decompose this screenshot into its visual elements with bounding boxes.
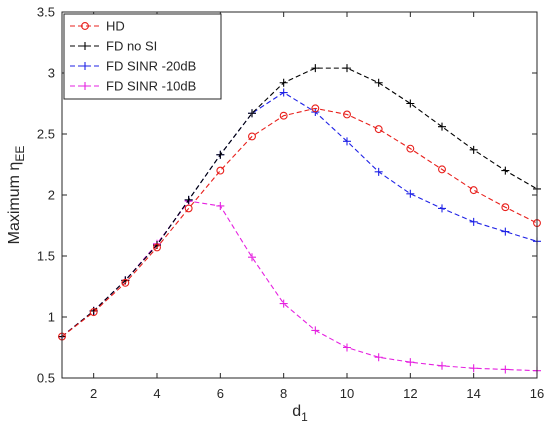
- data-point: [248, 109, 256, 118]
- y-tick-label: 2: [48, 188, 55, 203]
- data-point: [438, 204, 446, 213]
- x-tick-label: 4: [153, 386, 160, 401]
- data-point: [469, 217, 478, 226]
- x-tick-label: 8: [280, 386, 287, 401]
- legend-entry: FD no SI: [70, 39, 157, 54]
- ticks-layer: 2 4 6 8 10 12 14 16 0.5 1 1.5 2 2.5 3 3.5: [37, 5, 544, 402]
- data-point: [343, 110, 351, 119]
- x-tick-label: 10: [340, 386, 354, 401]
- y-tick-label: 2.5: [37, 127, 55, 142]
- legend-entry: FD SINR -20dB: [70, 59, 196, 74]
- legend-swatch-marker: [81, 62, 89, 70]
- legend-label: HD: [106, 19, 125, 34]
- y-tick-label: 1.5: [37, 249, 55, 264]
- legend-entry: HD: [70, 19, 125, 34]
- data-point: [374, 353, 383, 362]
- data-point: [374, 167, 383, 176]
- data-point: [469, 145, 478, 154]
- data-point: [248, 132, 256, 141]
- data-point: [438, 122, 446, 131]
- data-point: [216, 201, 225, 210]
- series-2: [58, 64, 541, 341]
- data-point: [501, 166, 510, 175]
- data-point: [279, 111, 288, 120]
- data-point: [406, 99, 415, 108]
- y-tick-label: 3: [48, 66, 55, 81]
- x-tick-label: 6: [217, 386, 224, 401]
- data-point: [184, 195, 193, 204]
- y-tick-label: 3.5: [37, 5, 55, 20]
- x-tick-label: 12: [403, 386, 417, 401]
- data-point: [343, 137, 351, 146]
- data-point: [438, 361, 446, 370]
- data-point: [216, 150, 225, 159]
- data-point: [121, 278, 130, 287]
- legend-label: FD no SI: [106, 39, 157, 54]
- legend: HD FD no SI FD SINR -20dB FD SINR -10dB: [63, 13, 222, 100]
- y-tick-label: 1: [48, 310, 55, 325]
- data-point: [216, 166, 225, 175]
- series-line: [61, 107, 538, 337]
- legend-entry: FD SINR -10dB: [70, 79, 196, 94]
- legend-swatch-marker: [81, 42, 89, 50]
- y-tick-label: 0.5: [37, 371, 55, 386]
- legend-label: FD SINR -10dB: [106, 79, 196, 94]
- x-axis-label: d1: [292, 403, 308, 424]
- legend-label: FD SINR -20dB: [106, 59, 196, 74]
- y-axis-label: Maximum ηEE: [6, 146, 27, 245]
- data-point: [311, 326, 320, 335]
- data-point: [248, 253, 256, 262]
- data-point: [501, 227, 510, 236]
- data-point: [469, 186, 478, 195]
- data-point: [184, 204, 193, 213]
- data-point: [311, 104, 320, 113]
- series-line: [61, 67, 538, 337]
- data-point: [406, 189, 415, 198]
- data-point: [501, 203, 510, 212]
- x-tick-label: 2: [90, 386, 97, 401]
- x-tick-label: 16: [530, 386, 544, 401]
- data-point: [89, 308, 98, 317]
- legend-swatch-marker: [81, 22, 89, 30]
- data-point: [311, 64, 320, 73]
- data-point: [343, 343, 351, 352]
- data-point: [279, 78, 288, 87]
- data-point: [438, 165, 446, 174]
- legend-box: [63, 13, 222, 100]
- data-point: [406, 144, 415, 153]
- x-tick-label: 14: [466, 386, 480, 401]
- data-point: [153, 243, 161, 252]
- data-point: [406, 358, 415, 367]
- data-point: [279, 299, 288, 308]
- data-point: [501, 365, 510, 374]
- data-point: [374, 78, 383, 87]
- data-point: [279, 88, 288, 97]
- legend-swatch-marker: [81, 82, 89, 90]
- data-point: [374, 125, 383, 134]
- data-point: [343, 64, 351, 73]
- data-point: [469, 364, 478, 373]
